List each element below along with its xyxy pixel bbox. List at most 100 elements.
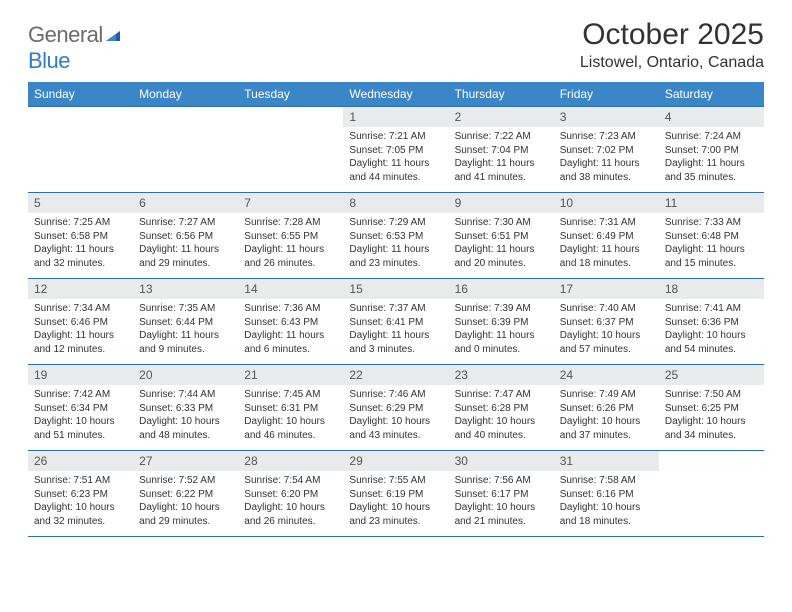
day-number: 31 xyxy=(554,451,659,471)
calendar-day-cell: 24Sunrise: 7:49 AMSunset: 6:26 PMDayligh… xyxy=(554,365,659,451)
calendar-day-cell: 12Sunrise: 7:34 AMSunset: 6:46 PMDayligh… xyxy=(28,279,133,365)
day-number: 15 xyxy=(343,279,448,299)
day-details: Sunrise: 7:23 AMSunset: 7:02 PMDaylight:… xyxy=(554,127,659,188)
location-label: Listowel, Ontario, Canada xyxy=(580,54,764,72)
day-details: Sunrise: 7:30 AMSunset: 6:51 PMDaylight:… xyxy=(449,213,554,274)
day-details: Sunrise: 7:54 AMSunset: 6:20 PMDaylight:… xyxy=(238,471,343,532)
day-number: 25 xyxy=(659,365,764,385)
calendar-day-cell: 18Sunrise: 7:41 AMSunset: 6:36 PMDayligh… xyxy=(659,279,764,365)
month-title: October 2025 xyxy=(580,18,764,52)
day-details: Sunrise: 7:33 AMSunset: 6:48 PMDaylight:… xyxy=(659,213,764,274)
calendar-week-row: 19Sunrise: 7:42 AMSunset: 6:34 PMDayligh… xyxy=(28,365,764,451)
day-details: Sunrise: 7:24 AMSunset: 7:00 PMDaylight:… xyxy=(659,127,764,188)
day-number: 3 xyxy=(554,107,659,127)
calendar-day-cell: 14Sunrise: 7:36 AMSunset: 6:43 PMDayligh… xyxy=(238,279,343,365)
weekday-header: Sunday xyxy=(28,82,133,107)
day-number: 21 xyxy=(238,365,343,385)
sail-icon xyxy=(104,22,122,36)
calendar-day-cell: 16Sunrise: 7:39 AMSunset: 6:39 PMDayligh… xyxy=(449,279,554,365)
day-number: 19 xyxy=(28,365,133,385)
calendar-day-cell: 3Sunrise: 7:23 AMSunset: 7:02 PMDaylight… xyxy=(554,107,659,193)
day-details: Sunrise: 7:37 AMSunset: 6:41 PMDaylight:… xyxy=(343,299,448,360)
day-details: Sunrise: 7:44 AMSunset: 6:33 PMDaylight:… xyxy=(133,385,238,446)
day-number: 7 xyxy=(238,193,343,213)
day-number: 10 xyxy=(554,193,659,213)
day-number: 17 xyxy=(554,279,659,299)
calendar-day-cell: 15Sunrise: 7:37 AMSunset: 6:41 PMDayligh… xyxy=(343,279,448,365)
day-details: Sunrise: 7:34 AMSunset: 6:46 PMDaylight:… xyxy=(28,299,133,360)
day-number: 30 xyxy=(449,451,554,471)
calendar-day-cell: 19Sunrise: 7:42 AMSunset: 6:34 PMDayligh… xyxy=(28,365,133,451)
calendar-day-cell xyxy=(133,107,238,193)
day-details: Sunrise: 7:28 AMSunset: 6:55 PMDaylight:… xyxy=(238,213,343,274)
calendar-day-cell: 26Sunrise: 7:51 AMSunset: 6:23 PMDayligh… xyxy=(28,451,133,537)
calendar-day-cell: 21Sunrise: 7:45 AMSunset: 6:31 PMDayligh… xyxy=(238,365,343,451)
day-number: 8 xyxy=(343,193,448,213)
day-details: Sunrise: 7:55 AMSunset: 6:19 PMDaylight:… xyxy=(343,471,448,532)
day-details: Sunrise: 7:49 AMSunset: 6:26 PMDaylight:… xyxy=(554,385,659,446)
calendar-day-cell: 11Sunrise: 7:33 AMSunset: 6:48 PMDayligh… xyxy=(659,193,764,279)
weekday-header: Tuesday xyxy=(238,82,343,107)
day-number: 11 xyxy=(659,193,764,213)
calendar-week-row: 1Sunrise: 7:21 AMSunset: 7:05 PMDaylight… xyxy=(28,107,764,193)
day-number: 26 xyxy=(28,451,133,471)
calendar-day-cell: 9Sunrise: 7:30 AMSunset: 6:51 PMDaylight… xyxy=(449,193,554,279)
day-details: Sunrise: 7:46 AMSunset: 6:29 PMDaylight:… xyxy=(343,385,448,446)
calendar-day-cell xyxy=(238,107,343,193)
brand-part1: General xyxy=(28,22,103,47)
calendar-day-cell: 8Sunrise: 7:29 AMSunset: 6:53 PMDaylight… xyxy=(343,193,448,279)
day-details: Sunrise: 7:51 AMSunset: 6:23 PMDaylight:… xyxy=(28,471,133,532)
calendar-day-cell xyxy=(659,451,764,537)
day-details: Sunrise: 7:31 AMSunset: 6:49 PMDaylight:… xyxy=(554,213,659,274)
weekday-header: Thursday xyxy=(449,82,554,107)
day-details: Sunrise: 7:27 AMSunset: 6:56 PMDaylight:… xyxy=(133,213,238,274)
day-details: Sunrise: 7:52 AMSunset: 6:22 PMDaylight:… xyxy=(133,471,238,532)
day-details: Sunrise: 7:39 AMSunset: 6:39 PMDaylight:… xyxy=(449,299,554,360)
calendar-day-cell: 29Sunrise: 7:55 AMSunset: 6:19 PMDayligh… xyxy=(343,451,448,537)
weekday-header: Wednesday xyxy=(343,82,448,107)
day-details: Sunrise: 7:29 AMSunset: 6:53 PMDaylight:… xyxy=(343,213,448,274)
calendar-day-cell: 20Sunrise: 7:44 AMSunset: 6:33 PMDayligh… xyxy=(133,365,238,451)
calendar-day-cell: 27Sunrise: 7:52 AMSunset: 6:22 PMDayligh… xyxy=(133,451,238,537)
day-details: Sunrise: 7:35 AMSunset: 6:44 PMDaylight:… xyxy=(133,299,238,360)
calendar-day-cell xyxy=(28,107,133,193)
calendar-day-cell: 2Sunrise: 7:22 AMSunset: 7:04 PMDaylight… xyxy=(449,107,554,193)
day-number: 5 xyxy=(28,193,133,213)
day-number: 24 xyxy=(554,365,659,385)
header: General Blue October 2025 Listowel, Onta… xyxy=(28,18,764,74)
day-number: 29 xyxy=(343,451,448,471)
calendar-day-cell: 30Sunrise: 7:56 AMSunset: 6:17 PMDayligh… xyxy=(449,451,554,537)
day-number: 16 xyxy=(449,279,554,299)
weekday-header: Saturday xyxy=(659,82,764,107)
day-number: 20 xyxy=(133,365,238,385)
day-number: 12 xyxy=(28,279,133,299)
day-details: Sunrise: 7:41 AMSunset: 6:36 PMDaylight:… xyxy=(659,299,764,360)
calendar-day-cell: 10Sunrise: 7:31 AMSunset: 6:49 PMDayligh… xyxy=(554,193,659,279)
day-number: 23 xyxy=(449,365,554,385)
calendar-day-cell: 31Sunrise: 7:58 AMSunset: 6:16 PMDayligh… xyxy=(554,451,659,537)
calendar-day-cell: 22Sunrise: 7:46 AMSunset: 6:29 PMDayligh… xyxy=(343,365,448,451)
day-number: 1 xyxy=(343,107,448,127)
calendar-day-cell: 13Sunrise: 7:35 AMSunset: 6:44 PMDayligh… xyxy=(133,279,238,365)
calendar-day-cell: 25Sunrise: 7:50 AMSunset: 6:25 PMDayligh… xyxy=(659,365,764,451)
day-number: 2 xyxy=(449,107,554,127)
day-number: 18 xyxy=(659,279,764,299)
day-details: Sunrise: 7:40 AMSunset: 6:37 PMDaylight:… xyxy=(554,299,659,360)
title-block: October 2025 Listowel, Ontario, Canada xyxy=(580,18,764,72)
day-details: Sunrise: 7:21 AMSunset: 7:05 PMDaylight:… xyxy=(343,127,448,188)
day-number: 22 xyxy=(343,365,448,385)
day-number: 9 xyxy=(449,193,554,213)
calendar-day-cell: 7Sunrise: 7:28 AMSunset: 6:55 PMDaylight… xyxy=(238,193,343,279)
calendar-day-cell: 28Sunrise: 7:54 AMSunset: 6:20 PMDayligh… xyxy=(238,451,343,537)
day-details: Sunrise: 7:47 AMSunset: 6:28 PMDaylight:… xyxy=(449,385,554,446)
calendar-day-cell: 1Sunrise: 7:21 AMSunset: 7:05 PMDaylight… xyxy=(343,107,448,193)
day-details: Sunrise: 7:58 AMSunset: 6:16 PMDaylight:… xyxy=(554,471,659,532)
calendar-day-cell: 4Sunrise: 7:24 AMSunset: 7:00 PMDaylight… xyxy=(659,107,764,193)
day-number: 4 xyxy=(659,107,764,127)
calendar-page: General Blue October 2025 Listowel, Onta… xyxy=(0,0,792,537)
day-number: 13 xyxy=(133,279,238,299)
calendar-day-cell: 6Sunrise: 7:27 AMSunset: 6:56 PMDaylight… xyxy=(133,193,238,279)
day-details: Sunrise: 7:42 AMSunset: 6:34 PMDaylight:… xyxy=(28,385,133,446)
calendar-body: 1Sunrise: 7:21 AMSunset: 7:05 PMDaylight… xyxy=(28,107,764,537)
brand-text: General Blue xyxy=(28,22,122,74)
